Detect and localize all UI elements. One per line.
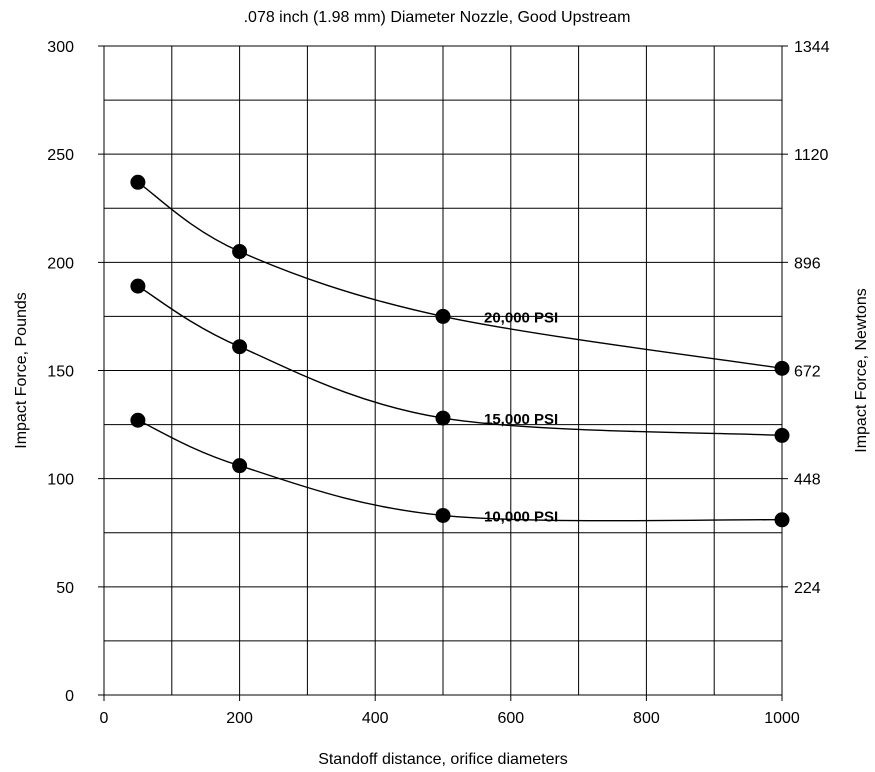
data-point — [435, 308, 451, 324]
series-line — [137, 181, 783, 370]
y2-tick-label: 896 — [794, 255, 821, 272]
y-tick-label: 50 — [56, 580, 74, 597]
data-point — [232, 339, 248, 355]
y2-tick-label: 448 — [794, 472, 821, 489]
data-point — [130, 278, 146, 294]
series-label: 15,000 PSI — [484, 411, 558, 428]
y-tick-label: 100 — [47, 472, 74, 489]
x-tick-label: 1000 — [764, 710, 800, 727]
data-point — [435, 410, 451, 426]
data-point — [774, 427, 790, 443]
data-point — [774, 360, 790, 376]
y-tick-label: 0 — [65, 688, 74, 705]
y2-axis-title: Impact Force, Newtons — [853, 288, 870, 453]
data-points — [130, 174, 790, 528]
series-labels: 20,000 PSI 15,000 PSI 10,000 PSI — [484, 309, 558, 525]
grid — [98, 45, 788, 701]
y-tick-label: 300 — [47, 39, 74, 56]
data-point — [232, 458, 248, 474]
y-axis-title: Impact Force, Pounds — [13, 292, 30, 449]
x-tick-label: 400 — [362, 710, 389, 727]
data-point — [435, 507, 451, 523]
y2-tick-label: 672 — [794, 364, 821, 381]
x-tick-label: 600 — [497, 710, 524, 727]
series-label: 20,000 PSI — [484, 309, 558, 326]
data-point — [130, 412, 146, 428]
y-tick-label: 150 — [47, 364, 74, 381]
data-point — [774, 512, 790, 528]
x-tick-label: 0 — [100, 710, 109, 727]
series-label: 10,000 PSI — [484, 508, 558, 525]
x-tick-label: 800 — [633, 710, 660, 727]
y2-tick-label: 1344 — [794, 39, 830, 56]
y-tick-label: 200 — [47, 255, 74, 272]
series-lines — [137, 181, 783, 522]
x-axis-title: Standoff distance, orifice diameters — [318, 751, 568, 768]
series-line — [137, 285, 783, 437]
x-tick-label: 200 — [226, 710, 253, 727]
chart-title: .078 inch (1.98 mm) Diameter Nozzle, Goo… — [244, 9, 631, 26]
y2-tick-label: 224 — [794, 580, 821, 597]
series-line — [137, 419, 783, 522]
tick-labels: 0 200 400 600 800 1000 0 50 100 150 200 250 300 224 44… — [47, 39, 829, 727]
y-tick-label: 250 — [47, 147, 74, 164]
data-point — [232, 244, 248, 260]
data-point — [130, 174, 146, 190]
y2-tick-label: 1120 — [794, 147, 829, 164]
